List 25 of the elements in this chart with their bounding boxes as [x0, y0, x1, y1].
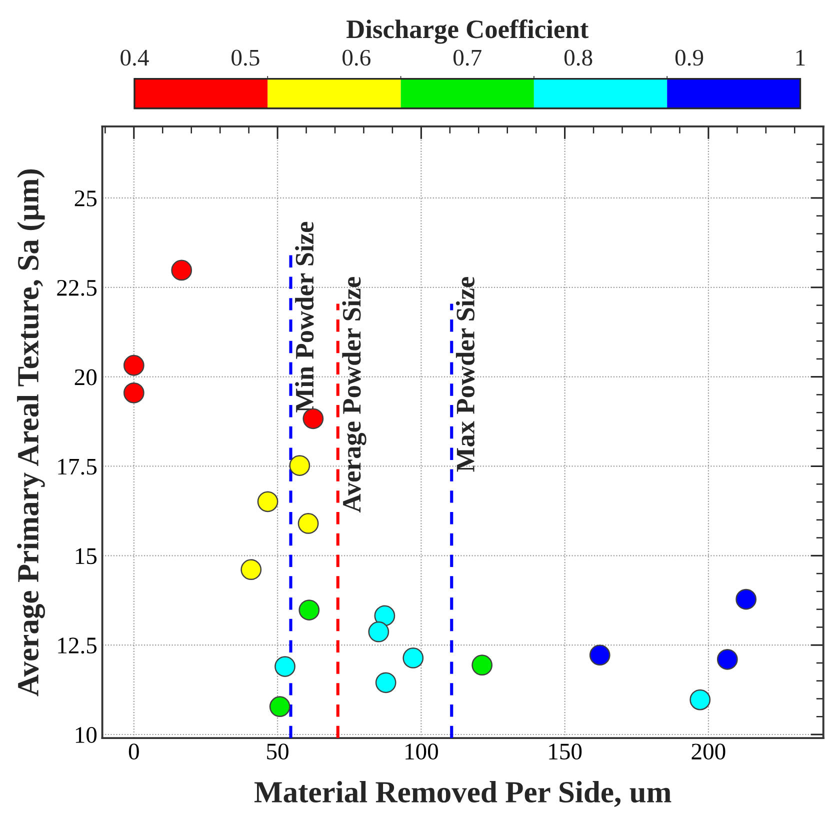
y-tick-label: 25 [74, 190, 97, 206]
x-tick-label: 100 [406, 744, 438, 760]
color-bar-label: 0.7 [454, 50, 482, 66]
x-tick-label: 150 [549, 744, 582, 760]
x-tick-label: 0 [128, 744, 139, 760]
y-tick-label: 22.5 [57, 280, 97, 296]
ref-line-label: Min Powder Size [295, 222, 314, 412]
y-tick-label: 10 [76, 726, 97, 743]
y-tick-label: 17.5 [58, 458, 97, 475]
color-bar-label: 0.4 [120, 50, 149, 66]
ref-line-label: Average Powder Size [342, 276, 366, 513]
color-bar-label: 0.9 [675, 50, 704, 66]
color-bar-label: 0.5 [232, 50, 260, 66]
color-bar-label: 0.6 [342, 50, 370, 66]
color-bar-label: 0.8 [564, 50, 592, 66]
x-axis-title: Material Removed Per Side, um [254, 781, 672, 807]
y-axis-title: Average Primary Areal Texture, Sa (µm) [17, 169, 46, 696]
x-tick-label: 50 [267, 744, 288, 760]
x-tick-label: 200 [692, 744, 726, 760]
y-tick-label: 12.5 [58, 638, 97, 654]
color-bar-title: Discharge Coefficient [346, 19, 589, 44]
ref-line-label: Max Powder Size [456, 276, 474, 472]
y-tick-label: 15 [76, 548, 97, 564]
y-tick-label: 20 [74, 369, 97, 386]
color-bar-label: 1 [796, 50, 805, 66]
